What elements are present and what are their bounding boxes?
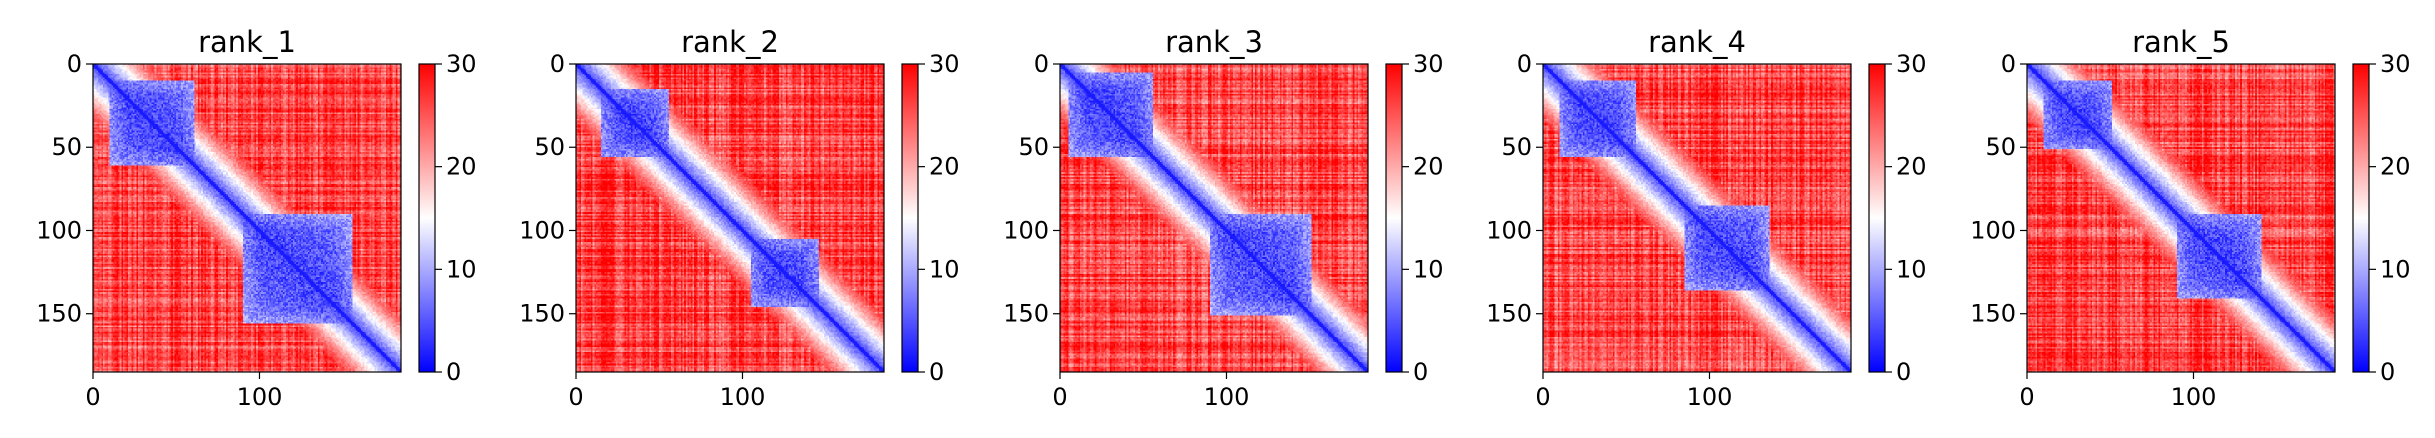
axes-frame [92,63,402,373]
colorbar [418,63,436,373]
x-tick-label: 100 [1687,383,1733,411]
colorbar-tick-label: 30 [1896,50,1927,78]
axes-frame [1542,63,1852,373]
colorbar [1868,63,1886,373]
colorbar-tick-label: 20 [1413,153,1444,181]
y-tick-label: 100 [1970,216,2016,244]
heatmap-panel: rank_2 0 50 100 150 0 100 0 10 20 30 [519,25,959,411]
heatmap-image [1543,64,1851,372]
colorbar-tick-label: 20 [2380,153,2411,181]
y-tick-label: 150 [36,300,82,328]
colorbar [901,63,919,373]
heatmap-panel: rank_5 0 50 100 150 0 100 0 10 20 30 [1970,25,2410,411]
y-tick-label: 150 [1486,300,1532,328]
y-tick-label: 0 [2001,50,2016,78]
x-tick-label: 100 [237,383,283,411]
x-tick-label: 0 [1535,383,1550,411]
colorbar-tick-label: 30 [929,50,960,78]
y-tick-label: 150 [1970,300,2016,328]
x-tick-label: 0 [85,383,100,411]
heatmap-image [576,64,884,372]
panel-title: rank_1 [198,25,296,59]
y-tick-label: 0 [550,50,565,78]
y-tick-label: 50 [534,133,565,161]
colorbar-tick-label: 10 [929,255,960,283]
colorbar [1385,63,1403,373]
y-tick-label: 0 [1517,50,1532,78]
panel-title: rank_5 [2132,25,2230,59]
colorbar-tick-label: 0 [1413,358,1428,386]
x-tick-label: 0 [2019,383,2034,411]
y-tick-label: 150 [1003,300,1049,328]
colorbar-tick-label: 10 [1896,255,1927,283]
heatmap-image [1060,64,1368,372]
y-tick-label: 100 [1003,216,1049,244]
colorbar-tick-label: 0 [929,358,944,386]
y-tick-label: 50 [1018,133,1049,161]
axes-frame [1059,63,1369,373]
heatmap-panel: rank_1 0 50 100 150 0 100 0 10 20 30 [36,25,476,411]
y-tick-label: 150 [519,300,565,328]
x-tick-label: 100 [2171,383,2217,411]
y-tick-label: 0 [1034,50,1049,78]
y-tick-label: 50 [1985,133,2016,161]
panel-title: rank_2 [681,25,779,59]
heatmap-panel: rank_3 0 50 100 150 0 100 0 10 20 30 [1003,25,1443,411]
y-tick-label: 100 [1486,216,1532,244]
colorbar-tick-label: 10 [446,255,477,283]
panel-title: rank_3 [1165,25,1263,59]
colorbar-tick-label: 10 [1413,255,1444,283]
x-tick-label: 0 [1052,383,1067,411]
y-tick-label: 0 [67,50,82,78]
heatmap-panel: rank_4 0 50 100 150 0 100 0 10 20 30 [1486,25,1926,411]
colorbar-tick-label: 0 [1896,358,1911,386]
y-tick-label: 100 [519,216,565,244]
colorbar-tick-label: 30 [446,50,477,78]
y-tick-label: 100 [36,216,82,244]
colorbar-tick-label: 20 [1896,153,1927,181]
colorbar-tick-label: 20 [929,153,960,181]
x-tick-label: 0 [568,383,583,411]
colorbar-tick-label: 0 [446,358,461,386]
colorbar-tick-label: 30 [2380,50,2411,78]
heatmap-image [2027,64,2335,372]
colorbar-tick-label: 30 [1413,50,1444,78]
heatmap-image [93,64,401,372]
axes-frame [2026,63,2336,373]
colorbar-tick-label: 0 [2380,358,2395,386]
colorbar-tick-label: 20 [446,153,477,181]
x-tick-label: 100 [720,383,766,411]
colorbar [2352,63,2370,373]
y-tick-label: 50 [51,133,82,161]
x-tick-label: 100 [1204,383,1250,411]
colorbar-tick-label: 10 [2380,255,2411,283]
panel-title: rank_4 [1648,25,1746,59]
axes-frame [575,63,885,373]
y-tick-label: 50 [1501,133,1532,161]
